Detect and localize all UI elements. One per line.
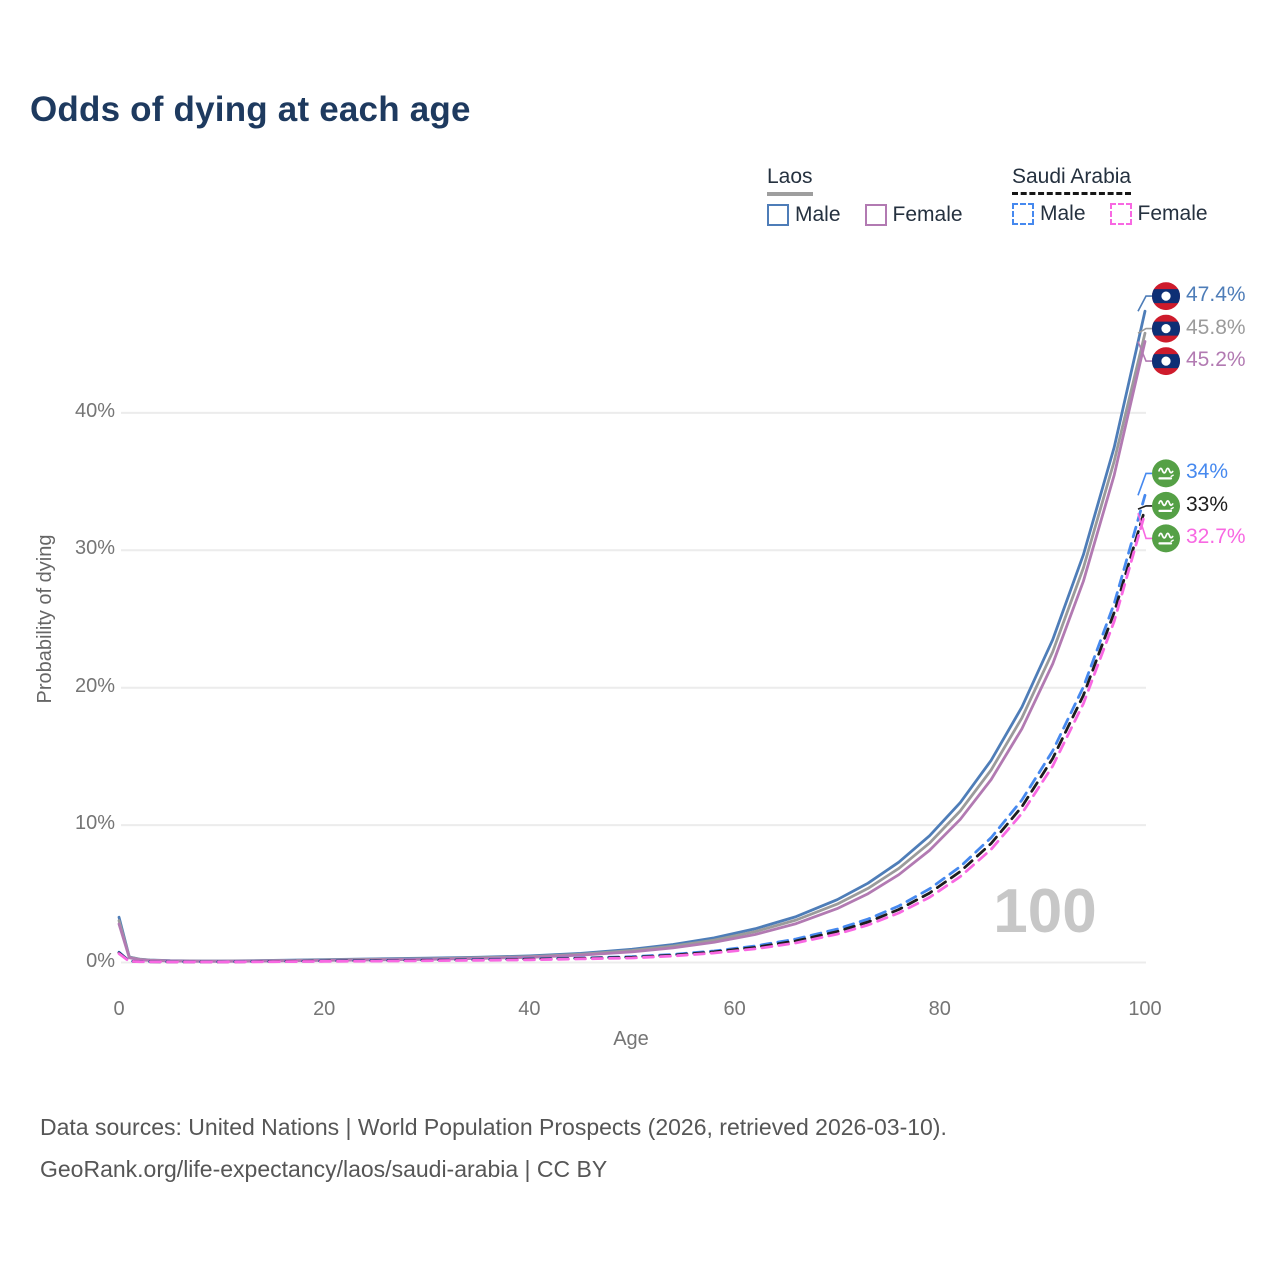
legend-saudi-title: Saudi Arabia: [1012, 165, 1132, 195]
series-line-laos-both-sexes: [117, 331, 1147, 963]
legend-swatch-laos-male: [767, 204, 789, 226]
y-tick-label-20: 20%: [74, 674, 115, 697]
saudi-flag-icon: [1152, 491, 1180, 520]
legend-swatch-saudi-male: [1012, 203, 1034, 225]
saudi-flag-icon: [1152, 524, 1180, 553]
end-label-laos-male: 47.4%: [1186, 283, 1246, 307]
legend-label-laos-female: Female: [892, 203, 963, 226]
y-tick-label-10: 10%: [74, 812, 115, 835]
series-line-laos-male: [117, 309, 1147, 963]
y-tick-label-0: 0%: [86, 949, 115, 972]
saudi-flag-icon: [1152, 459, 1180, 488]
laos-flag-icon: [1152, 282, 1180, 311]
end-label-connector: [1137, 472, 1152, 496]
laos-flag-icon: [1152, 314, 1180, 343]
end-label-connector: [1137, 341, 1152, 362]
legend-laos-title: Laos: [767, 165, 813, 196]
y-tick-label-40: 40%: [74, 399, 115, 422]
legend-group-laos: Laos Male Female: [767, 165, 981, 227]
end-label-connector: [1137, 295, 1152, 312]
legend-label-saudi-female: Female: [1137, 202, 1208, 225]
end-label-saudi-arabia-female: 32.7%: [1186, 525, 1246, 549]
footer-attribution: GeoRank.org/life-expectancy/laos/saudi-a…: [40, 1156, 608, 1182]
x-tick-label-80: 80: [928, 998, 951, 1020]
legend-label-saudi-male: Male: [1040, 202, 1086, 225]
series-line-laos-female: [117, 340, 1147, 963]
footer: Data sources: United Nations | World Pop…: [40, 1106, 947, 1190]
end-label-connector: [1137, 327, 1152, 334]
end-label-laos-female: 45.2%: [1186, 348, 1246, 372]
y-tick-label-30: 30%: [74, 537, 115, 560]
x-tick-label-100: 100: [1128, 998, 1162, 1020]
x-tick-label-40: 40: [518, 998, 541, 1020]
end-label-saudi-arabia-male: 34%: [1186, 460, 1229, 484]
end-label-connector: [1137, 505, 1152, 510]
footer-data-sources: Data sources: United Nations | World Pop…: [40, 1114, 947, 1140]
page-title: Odds of dying at each age: [30, 90, 471, 129]
x-tick-label-60: 60: [723, 998, 746, 1020]
end-label-connector: [1137, 512, 1152, 540]
legend-swatch-saudi-female: [1109, 203, 1132, 225]
x-tick-label-0: 0: [113, 998, 125, 1020]
laos-flag-icon: [1152, 347, 1180, 376]
legend-swatch-laos-female: [864, 204, 887, 226]
x-axis-title: Age: [613, 1028, 649, 1050]
end-label-laos-both-sexes: 45.8%: [1186, 315, 1246, 339]
legend-label-laos-male: Male: [795, 203, 841, 226]
legend-group-saudi-arabia: Saudi Arabia Male Female: [1012, 165, 1226, 226]
end-label-saudi-arabia-both-sexes: 33%: [1186, 492, 1229, 516]
x-tick-label-20: 20: [313, 998, 336, 1020]
series-line-saudi-arabia-female: [117, 511, 1147, 964]
age-watermark: 100: [993, 877, 1097, 946]
